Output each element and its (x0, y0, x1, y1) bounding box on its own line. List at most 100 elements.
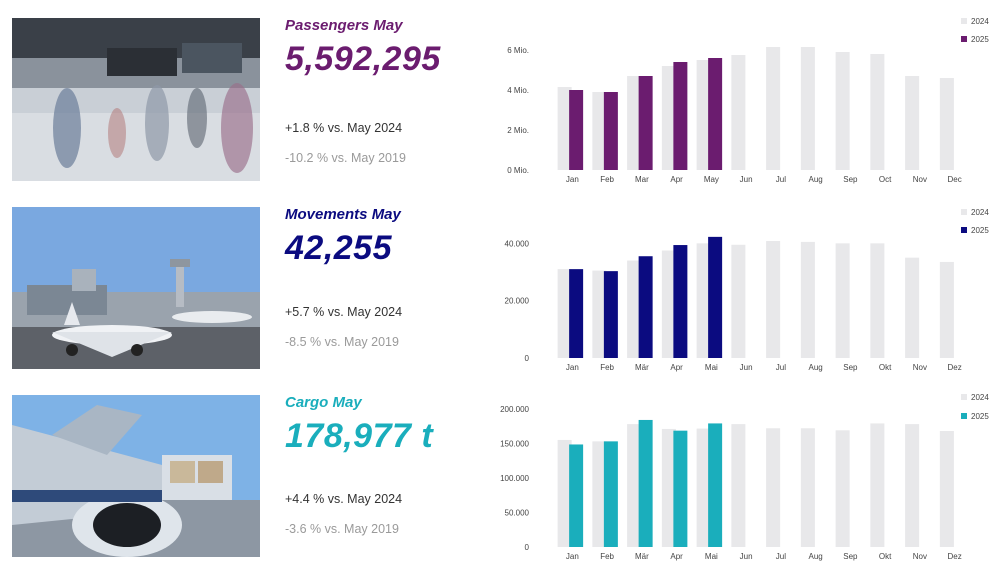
movements-ytick-label: 40.000 (505, 239, 530, 248)
cargo-xtick-label: Aug (809, 552, 823, 561)
movements-bar-2024 (661, 250, 676, 358)
passengers-bar-2024 (731, 55, 746, 170)
movements-xtick-label: Mai (705, 363, 718, 372)
movements-bar-2024 (696, 243, 711, 358)
movements-legend-label: 2025 (971, 226, 989, 235)
passengers-bar-2024 (939, 78, 954, 170)
passengers-ytick-label: 0 Mio. (507, 166, 529, 175)
movements-xtick-label: Nov (913, 363, 927, 372)
cargo-bar-2024 (939, 431, 954, 547)
cargo-bar-2025 (603, 441, 618, 547)
cargo-bar-2025 (638, 419, 653, 547)
movements-chart: 0 20.000 40.000 Jan Feb Mär Apr Mai Jun Jul Aug Sep… (495, 203, 995, 378)
passengers-xtick-label: Feb (600, 175, 614, 184)
passengers-title: Passengers May (285, 17, 403, 34)
aircraft-apron-photo (12, 207, 260, 369)
cargo-bar-2025 (569, 444, 584, 547)
passengers-vs-2019: -10.2 % vs. May 2019 (285, 151, 406, 165)
cargo-xtick-label: Jun (740, 552, 753, 561)
passengers-xtick-label: Jul (776, 175, 786, 184)
cargo-bar-2024 (731, 424, 746, 547)
passengers-bar-2024 (835, 52, 850, 170)
cargo-bar-2024 (661, 428, 676, 547)
passengers-bar-chart: 0 Mio. 2 Mio. 4 Mio. 6 Mio. Jan Feb Mar Apr May J… (507, 17, 989, 184)
passengers-ytick-label: 6 Mio. (507, 46, 529, 55)
cargo-xtick-label: Mär (635, 552, 649, 561)
passengers-xtick-label: Dec (948, 175, 962, 184)
cargo-xtick-label: Jan (566, 552, 579, 561)
passengers-legend-swatch-2025 (961, 36, 967, 42)
passengers-chart: 0 Mio. 2 Mio. 4 Mio. 6 Mio. Jan Feb Mar Apr May J… (495, 12, 995, 192)
passengers-vs-2024: +1.8 % vs. May 2024 (285, 121, 403, 135)
passengers-bar-2025 (708, 58, 723, 170)
movements-bar-2024 (627, 260, 642, 358)
airport-terminal-photo (12, 18, 260, 181)
movements-value: 42,255 (285, 229, 392, 267)
movements-bar-2025 (603, 271, 618, 358)
passengers-xtick-label: Nov (913, 175, 927, 184)
passengers-bar-2024 (592, 92, 607, 170)
cargo-bar-2024 (905, 424, 920, 547)
movements-ytick-label: 20.000 (505, 297, 530, 306)
movements-bar-2025 (569, 269, 584, 358)
movements-legend-swatch-2024 (961, 209, 967, 215)
passengers-ytick-label: 4 Mio. (507, 86, 529, 95)
movements-bar-2024 (800, 241, 815, 358)
movements-bar-2024 (557, 269, 572, 358)
movements-xtick-label: Mär (635, 363, 649, 372)
cargo-bar-chart: 0 50.000 100.000 150.000 200.000 Jan Feb Mär Apr… (500, 393, 989, 561)
cargo-vs-2024: +4.4 % vs. May 2024 (285, 492, 403, 506)
passengers-bar-2024 (661, 66, 676, 170)
passengers-xtick-label: May (704, 175, 719, 184)
movements-xtick-label: Sep (843, 363, 858, 372)
cargo-legend-label: 2024 (971, 393, 989, 402)
movements-bar-2024 (766, 241, 781, 358)
movements-legend-swatch-2025 (961, 227, 967, 233)
passengers-legend-label: 2024 (971, 17, 989, 26)
cargo-xtick-label: Apr (670, 552, 683, 561)
cargo-vs-2019: -3.6 % vs. May 2019 (285, 522, 399, 536)
cargo-bar-2025 (673, 430, 688, 547)
movements-ytick-label: 0 (525, 354, 530, 363)
movements-bar-2024 (939, 261, 954, 358)
cargo-xtick-label: Okt (879, 552, 892, 561)
passengers-bar-2024 (627, 76, 642, 170)
passengers-bar-2024 (696, 60, 711, 170)
movements-xtick-label: Jan (566, 363, 579, 372)
movements-bar-2024 (870, 243, 885, 358)
cargo-xtick-label: Sep (843, 552, 858, 561)
cargo-xtick-label: Jul (776, 552, 786, 561)
cargo-ytick-label: 0 (525, 543, 530, 552)
movements-xtick-label: Apr (670, 363, 683, 372)
passengers-bar-2025 (638, 76, 653, 170)
cargo-xtick-label: Dez (948, 552, 962, 561)
movements-vs-2024: +5.7 % vs. May 2024 (285, 305, 403, 319)
passengers-bar-2025 (569, 90, 584, 170)
cargo-bar-2024 (592, 441, 607, 547)
passengers-xtick-label: Mar (635, 175, 649, 184)
cargo-xtick-label: Feb (600, 552, 614, 561)
cargo-ytick-label: 150.000 (500, 439, 529, 448)
movements-xtick-label: Aug (809, 363, 823, 372)
movements-bar-2025 (673, 245, 688, 358)
passengers-xtick-label: Oct (879, 175, 892, 184)
passengers-xtick-label: Sep (843, 175, 858, 184)
passengers-legend-label: 2025 (971, 35, 989, 44)
movements-bar-2024 (592, 270, 607, 358)
movements-legend-label: 2024 (971, 208, 989, 217)
cargo-value: 178,977 t (285, 417, 434, 455)
movements-bar-2024 (905, 257, 920, 358)
movements-xtick-label: Okt (879, 363, 892, 372)
passengers-value: 5,592,295 (285, 40, 441, 78)
passengers-xtick-label: Aug (809, 175, 823, 184)
cargo-ytick-label: 100.000 (500, 474, 529, 483)
cargo-legend-swatch-2025 (961, 413, 967, 419)
passengers-bar-2024 (870, 54, 885, 170)
passengers-ytick-label: 2 Mio. (507, 126, 529, 135)
movements-bar-2024 (835, 243, 850, 358)
passengers-xtick-label: Apr (670, 175, 683, 184)
passengers-legend-swatch-2024 (961, 18, 967, 24)
cargo-bar-2024 (696, 428, 711, 547)
movements-bar-2024 (731, 244, 746, 358)
passengers-bar-2024 (766, 47, 781, 170)
